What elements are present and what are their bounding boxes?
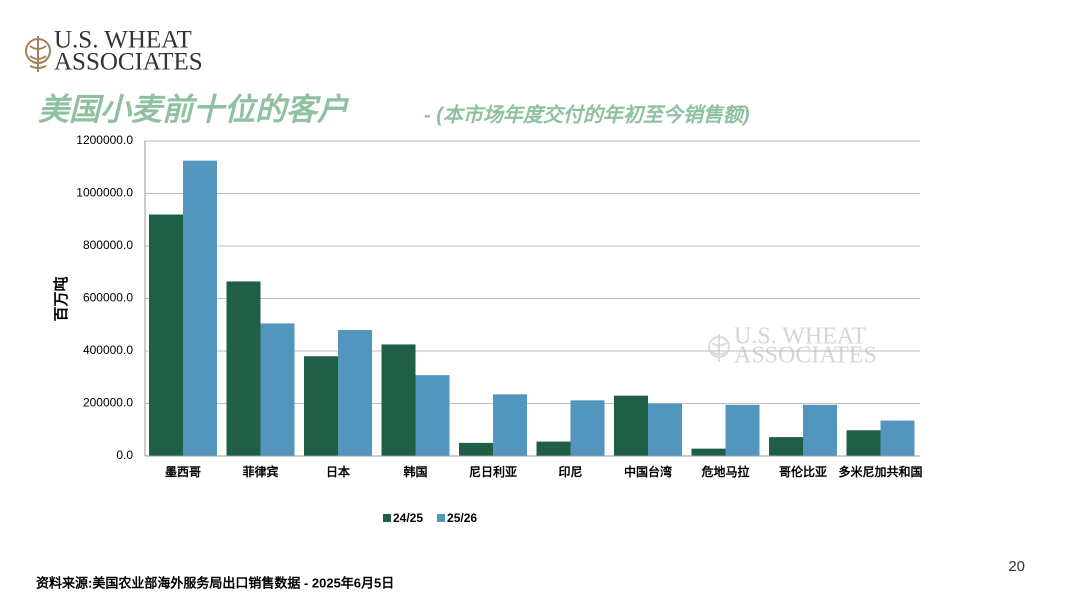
watermark: U.S. WHEAT ASSOCIATES xyxy=(708,324,877,369)
bar xyxy=(880,420,915,456)
y-tick-label: 800000.0 xyxy=(83,238,133,252)
x-tick-label: 哥伦比亚 xyxy=(779,464,827,479)
x-tick-label: 尼日利亚 xyxy=(469,464,517,479)
bar xyxy=(493,394,527,456)
bar xyxy=(415,375,450,456)
x-tick-label: 日本 xyxy=(326,464,350,479)
bar xyxy=(338,330,372,456)
bar xyxy=(725,404,760,456)
legend-swatch xyxy=(383,514,391,522)
bar xyxy=(614,395,648,456)
bar xyxy=(536,441,571,456)
legend-swatch xyxy=(437,514,446,522)
legend-label: 24/25 xyxy=(393,511,423,525)
x-tick-label: 韩国 xyxy=(403,464,427,479)
y-tick-label: 0.0 xyxy=(116,448,133,462)
bar xyxy=(381,344,416,456)
x-tick-label: 危地马拉 xyxy=(700,464,749,479)
y-tick-label: 1200000.0 xyxy=(76,133,133,147)
watermark-text: ASSOCIATES xyxy=(734,343,877,369)
x-tick-label: 菲律宾 xyxy=(242,464,278,479)
x-tick-label: 中国台湾 xyxy=(624,464,672,479)
y-tick-label: 200000.0 xyxy=(83,396,133,410)
bar xyxy=(304,356,338,456)
bar xyxy=(769,437,803,456)
legend-label: 25/26 xyxy=(447,511,477,525)
y-tick-label: 600000.0 xyxy=(83,291,133,305)
logo-text: U.S. WHEAT xyxy=(54,27,192,54)
bar xyxy=(846,430,881,456)
y-tick-label: 1000000.0 xyxy=(76,186,133,200)
bar xyxy=(459,442,493,456)
bar xyxy=(260,323,295,456)
x-tick-label: 印尼 xyxy=(558,465,582,479)
bar xyxy=(226,281,261,456)
logo-icon xyxy=(25,36,51,72)
chart-title: 美国小麦前十位的客户 xyxy=(38,92,350,127)
bar xyxy=(183,160,217,456)
bar xyxy=(570,400,605,456)
bar xyxy=(648,403,682,456)
x-tick-label: 墨西哥 xyxy=(165,465,201,479)
y-axis-label: 百万吨 xyxy=(52,276,70,321)
y-tick-label: 400000.0 xyxy=(83,343,133,357)
x-tick-label: 多米尼加共和国 xyxy=(838,464,922,479)
logo-text: ASSOCIATES xyxy=(54,49,203,76)
page-number: 20 xyxy=(1008,558,1025,575)
bar xyxy=(691,448,726,456)
chart-subtitle: - (本市场年度交付的年初至今销售额) xyxy=(424,103,750,126)
source-note: 资料来源:美国农业部海外服务局出口销售数据 - 2025年6月5日 xyxy=(36,575,394,590)
bar xyxy=(803,404,837,456)
bar xyxy=(149,214,183,456)
watermark-text: U.S. WHEAT xyxy=(734,324,867,350)
